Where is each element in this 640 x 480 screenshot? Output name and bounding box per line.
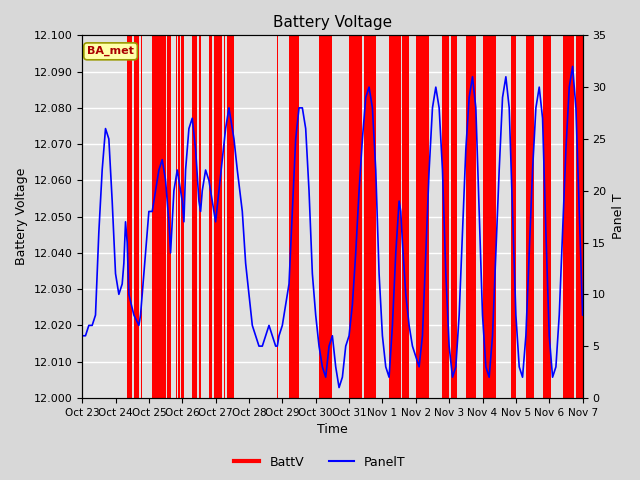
Bar: [175, 36, 177, 398]
Bar: [349, 36, 362, 398]
Bar: [141, 36, 142, 398]
Title: Battery Voltage: Battery Voltage: [273, 15, 392, 30]
Bar: [134, 36, 139, 398]
Bar: [442, 36, 449, 398]
Bar: [526, 36, 534, 398]
Bar: [364, 36, 376, 398]
Bar: [466, 36, 476, 398]
Bar: [543, 36, 551, 398]
Bar: [152, 36, 166, 398]
Bar: [319, 36, 332, 398]
X-axis label: Time: Time: [317, 423, 348, 436]
Bar: [563, 36, 574, 398]
Bar: [178, 36, 180, 398]
Bar: [180, 36, 184, 398]
Bar: [192, 36, 197, 398]
Bar: [389, 36, 401, 398]
Legend: BattV, PanelT: BattV, PanelT: [229, 451, 411, 474]
Bar: [277, 36, 278, 398]
Bar: [511, 36, 516, 398]
Bar: [576, 36, 582, 398]
Bar: [451, 36, 458, 398]
Bar: [403, 36, 409, 398]
Bar: [289, 36, 299, 398]
Bar: [214, 36, 222, 398]
Bar: [224, 36, 225, 398]
Text: BA_met: BA_met: [87, 46, 134, 57]
Bar: [209, 36, 212, 398]
Bar: [167, 36, 171, 398]
Bar: [227, 36, 234, 398]
Y-axis label: Battery Voltage: Battery Voltage: [15, 168, 28, 265]
Bar: [483, 36, 496, 398]
Y-axis label: Panel T: Panel T: [612, 194, 625, 240]
Bar: [416, 36, 429, 398]
Bar: [199, 36, 200, 398]
Bar: [127, 36, 132, 398]
